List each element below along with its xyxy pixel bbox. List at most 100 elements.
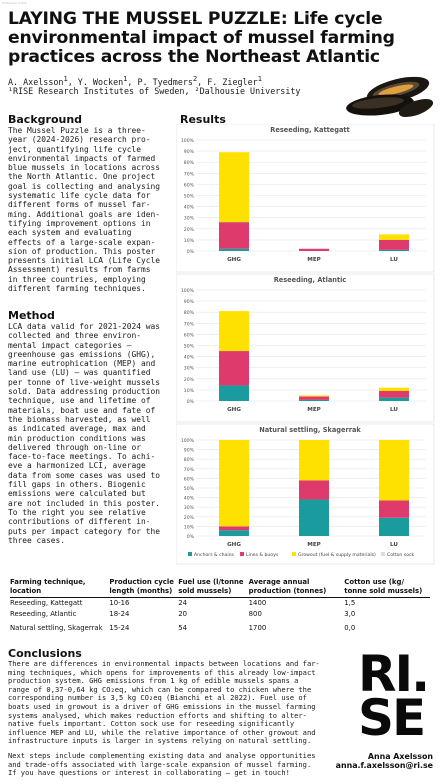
- table-row: Reseeding, Atlantic 18-24 20 800 3,0: [10, 609, 430, 620]
- bar-segment: [299, 396, 329, 400]
- bar-segment: [219, 440, 249, 527]
- conclusions-heading: Conclusions: [8, 647, 82, 660]
- table-cell: 800: [248, 609, 262, 618]
- bar-segment: [379, 234, 409, 240]
- y-tick-label: 20%: [184, 377, 195, 383]
- bar-segment: [379, 249, 409, 251]
- table-cell: 1,5: [344, 599, 356, 607]
- bar-segment: [379, 397, 409, 401]
- y-tick-label: 20%: [184, 515, 195, 521]
- y-tick-label: 30%: [184, 216, 195, 222]
- bar-segment: [219, 530, 249, 536]
- y-tick-label: 70%: [184, 321, 195, 327]
- bar-segment: [219, 152, 249, 223]
- y-tick-label: 50%: [184, 194, 195, 200]
- results-charts: Reseeding, Kattegatt 0% 10% 20% 30% 40% 50% 60%…: [176, 124, 435, 565]
- y-tick-label: 60%: [184, 182, 195, 188]
- table-header: Farming technique, location: [10, 578, 110, 598]
- legend-swatch: [292, 552, 296, 556]
- rise-logo: RI. SE: [358, 645, 430, 747]
- legend-label: Anchors & chains: [194, 552, 235, 558]
- farm-data-table: Farming technique, location Production c…: [10, 578, 430, 634]
- y-tick-label: 80%: [184, 457, 195, 463]
- table-header: Fuel use (l/tonne sold mussels): [178, 578, 249, 598]
- y-tick-label: 100%: [181, 438, 195, 444]
- y-tick-label: 70%: [184, 171, 195, 177]
- results-heading: Results: [180, 113, 226, 126]
- y-tick-label: 90%: [184, 448, 195, 454]
- bar-segment: [379, 239, 409, 250]
- method-text: LCA data valid for 2021-2024 was collect…: [8, 322, 161, 545]
- legend-swatch: [240, 552, 244, 556]
- conclusions-text: There are differences in environmental i…: [8, 659, 320, 746]
- poster-title: LAYING THE MUSSEL PUZZLE: Life cycle env…: [8, 9, 395, 67]
- bar-segment: [379, 440, 409, 501]
- y-tick-label: 60%: [184, 332, 195, 338]
- table-cell: Natural settling, Skagerrak: [10, 624, 103, 632]
- background-text: The Mussel Puzzle is a three- year (2024…: [8, 126, 161, 294]
- bar-segment: [379, 391, 409, 398]
- table-header: Average annual production (tonnes): [248, 578, 345, 598]
- corner-mark: Protected: Public: [2, 1, 28, 5]
- bar-segment: [219, 222, 249, 249]
- y-tick-label: 50%: [184, 486, 195, 492]
- chart-title: Natural settling, Skagerrak: [259, 426, 361, 434]
- table-cell: 1400: [248, 599, 267, 607]
- table-cell: 20: [178, 609, 188, 618]
- x-tick-label: MEP: [307, 407, 321, 413]
- y-tick-label: 20%: [184, 227, 195, 233]
- table-cell: 54: [178, 624, 188, 632]
- y-tick-label: 80%: [184, 310, 195, 316]
- table-cell: Reseeding, Atlantic: [10, 609, 77, 618]
- table-header: Cotton use (kg/ tonne sold mussels): [344, 578, 430, 598]
- x-tick-label: MEP: [307, 542, 321, 548]
- y-tick-label: 90%: [184, 149, 195, 155]
- bar-segment: [299, 395, 329, 397]
- y-tick-label: 0%: [187, 534, 195, 540]
- bar-segment: [219, 311, 249, 352]
- table-cell: 15-24: [109, 624, 130, 632]
- table-cell: 3,0: [344, 609, 356, 618]
- y-tick-label: 30%: [184, 366, 195, 372]
- bar-segment: [379, 387, 409, 392]
- y-tick-label: 0%: [187, 249, 195, 255]
- y-tick-label: 10%: [184, 524, 195, 530]
- x-tick-label: GHG: [227, 257, 241, 263]
- table-cell: 18-24: [109, 609, 130, 618]
- contact-email: anna.f.axelsson@ri.se: [335, 761, 433, 770]
- y-tick-label: 30%: [184, 505, 195, 511]
- y-tick-label: 80%: [184, 160, 195, 166]
- method-heading: Method: [8, 309, 55, 322]
- table-cell: 24: [178, 599, 188, 607]
- y-tick-label: 10%: [184, 388, 195, 394]
- contact-name: Anna Axelsson: [367, 752, 433, 761]
- mussel-illustration: [346, 76, 434, 118]
- bar-segment: [299, 399, 329, 401]
- y-tick-label: 10%: [184, 238, 195, 244]
- legend-label: Cotton sock: [387, 552, 415, 558]
- legend-label: Lines & buoys: [246, 552, 279, 558]
- y-tick-label: 40%: [184, 355, 195, 361]
- author: P. Tyedmers2: [137, 75, 198, 87]
- y-tick-label: 100%: [181, 288, 195, 294]
- affiliations: ¹RISE Research Institutes of Sweden, ²Da…: [8, 86, 301, 96]
- table-row: Natural settling, Skagerrak 15-24 54 170…: [10, 619, 430, 634]
- y-tick-label: 70%: [184, 467, 195, 473]
- x-tick-label: LU: [390, 407, 398, 413]
- legend-swatch: [381, 552, 385, 556]
- bar-segment: [219, 351, 249, 386]
- table-cell: 1700: [248, 624, 267, 632]
- bar-segment: [219, 385, 249, 401]
- bar-segment: [299, 480, 329, 500]
- x-tick-label: MEP: [307, 257, 321, 263]
- author: Y. Wocken1: [77, 75, 128, 87]
- bar-segment: [379, 500, 409, 518]
- y-tick-label: 50%: [184, 344, 195, 350]
- legend-label: Growout (fuel & supply materials): [298, 552, 376, 558]
- table-row: Reseeding, Kattegatt 10-16 24 1400 1,5: [10, 598, 430, 609]
- y-tick-label: 90%: [184, 299, 195, 305]
- bar-segment: [219, 248, 249, 251]
- legend-swatch: [188, 552, 192, 556]
- chart-title: Reseeding, Atlantic: [274, 276, 347, 284]
- bar-segment: [219, 526, 249, 531]
